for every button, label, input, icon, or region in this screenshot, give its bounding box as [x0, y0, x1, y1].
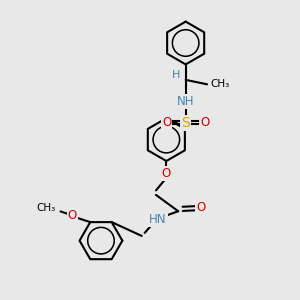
Text: O: O — [68, 209, 77, 222]
Text: H: H — [172, 70, 180, 80]
Text: O: O — [162, 116, 171, 129]
Text: HN: HN — [149, 213, 167, 226]
Text: CH₃: CH₃ — [36, 203, 55, 213]
Text: CH₃: CH₃ — [211, 79, 230, 89]
Text: NH: NH — [177, 95, 194, 108]
Text: O: O — [200, 116, 209, 129]
Text: O: O — [196, 201, 206, 214]
Text: S: S — [181, 116, 190, 130]
Text: O: O — [162, 167, 171, 180]
